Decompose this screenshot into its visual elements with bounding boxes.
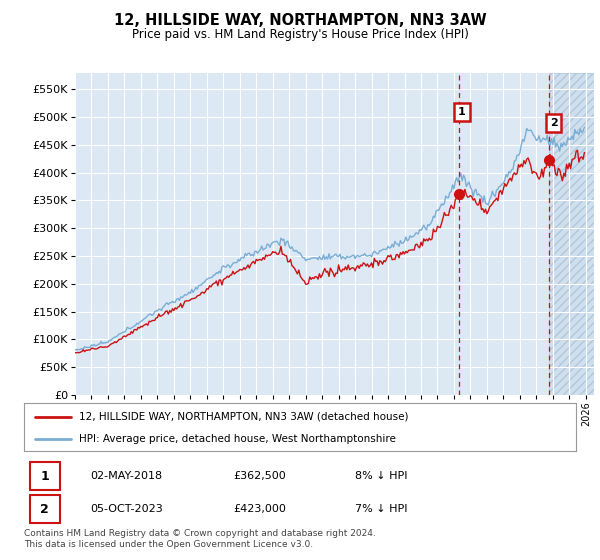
Text: £362,500: £362,500 — [234, 471, 287, 481]
Text: 8% ↓ HPI: 8% ↓ HPI — [355, 471, 408, 481]
Text: 1: 1 — [40, 469, 49, 483]
Text: 2: 2 — [550, 118, 557, 128]
Text: 1: 1 — [458, 106, 466, 116]
Text: 7% ↓ HPI: 7% ↓ HPI — [355, 504, 408, 514]
Text: Contains HM Land Registry data © Crown copyright and database right 2024.
This d: Contains HM Land Registry data © Crown c… — [24, 529, 376, 549]
Bar — [548, 73, 594, 395]
Text: 2: 2 — [40, 502, 49, 516]
FancyBboxPatch shape — [29, 495, 60, 523]
Text: £423,000: £423,000 — [234, 504, 287, 514]
Text: HPI: Average price, detached house, West Northamptonshire: HPI: Average price, detached house, West… — [79, 434, 396, 444]
Text: 12, HILLSIDE WAY, NORTHAMPTON, NN3 3AW: 12, HILLSIDE WAY, NORTHAMPTON, NN3 3AW — [113, 13, 487, 28]
Text: Price paid vs. HM Land Registry's House Price Index (HPI): Price paid vs. HM Land Registry's House … — [131, 28, 469, 41]
Text: 12, HILLSIDE WAY, NORTHAMPTON, NN3 3AW (detached house): 12, HILLSIDE WAY, NORTHAMPTON, NN3 3AW (… — [79, 412, 409, 422]
Text: 05-OCT-2023: 05-OCT-2023 — [90, 504, 163, 514]
Bar — [548, 73, 594, 395]
Text: 02-MAY-2018: 02-MAY-2018 — [90, 471, 163, 481]
FancyBboxPatch shape — [29, 462, 60, 490]
